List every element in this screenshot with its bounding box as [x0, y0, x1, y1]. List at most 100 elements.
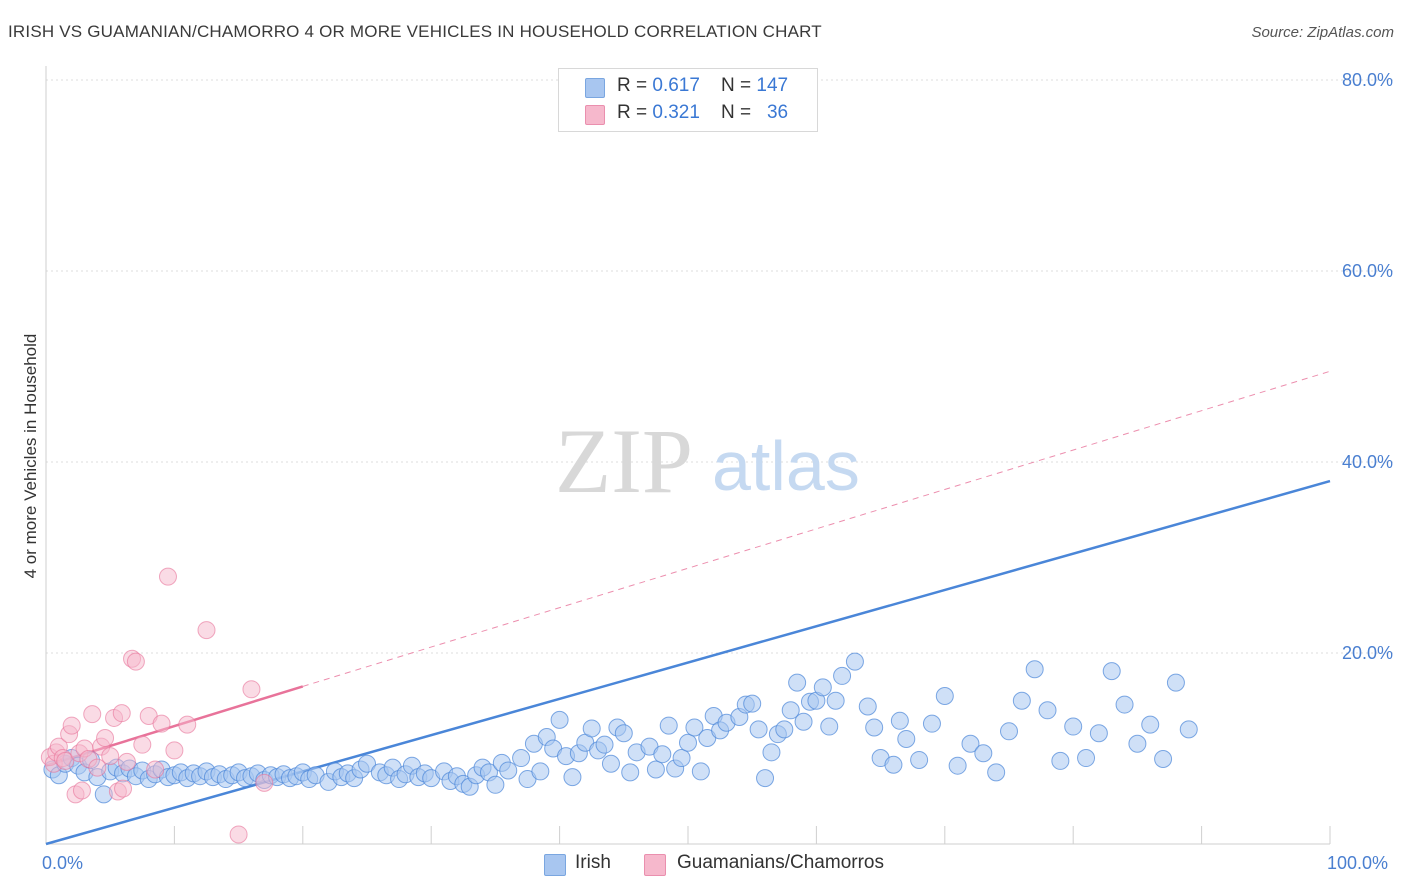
data-point-irish — [1154, 750, 1173, 769]
data-point-guam — [112, 704, 131, 723]
data-point-irish — [679, 733, 697, 752]
y-tick-labels: 20.0% 40.0% 60.0% 80.0% — [1342, 70, 1393, 663]
data-point-irish — [1012, 691, 1031, 710]
data-point-irish — [1089, 724, 1108, 743]
data-point-irish — [775, 720, 794, 739]
data-point-irish — [582, 719, 601, 738]
y-tick-label: 40.0% — [1342, 452, 1393, 472]
data-point-irish — [987, 763, 1006, 782]
data-point-irish — [358, 754, 376, 773]
data-point-irish — [621, 763, 640, 782]
data-point-guam — [117, 752, 136, 771]
x-tick-label-min: 0.0% — [42, 853, 83, 873]
data-point-irish — [614, 724, 633, 743]
data-point-irish — [563, 768, 582, 787]
legend: R = 0.617 N = 147 R = 0.321 N = 36 — [558, 68, 818, 132]
data-point-guam — [197, 621, 216, 640]
legend-swatch-irish — [585, 78, 605, 98]
data-point-guam — [56, 751, 75, 770]
legend-n-label: N = — [721, 102, 757, 123]
data-point-guam — [158, 567, 177, 586]
bottom-legend-swatch-guam — [644, 854, 666, 876]
chart-source: Source: ZipAtlas.com — [1251, 24, 1394, 41]
legend-r-value: 0.321 — [652, 102, 700, 123]
legend-n-label: N = — [721, 75, 757, 96]
data-point-irish — [974, 744, 993, 763]
points-irish — [43, 652, 1198, 804]
legend-n-value: 147 — [756, 75, 789, 96]
legend-r-label: R = — [617, 102, 653, 123]
data-point-irish — [781, 701, 800, 720]
data-point-irish — [845, 652, 864, 671]
data-point-irish — [1179, 720, 1198, 739]
data-point-irish — [1166, 673, 1185, 692]
data-point-guam — [101, 747, 120, 766]
data-point-guam — [83, 705, 102, 724]
data-point-irish — [762, 743, 781, 762]
y-axis-label: 4 or more Vehicles in Household — [21, 334, 40, 579]
data-point-irish — [512, 749, 531, 768]
y-tick-label: 20.0% — [1342, 643, 1393, 663]
data-point-guam — [165, 741, 184, 760]
trend-line-guam-extended — [302, 370, 1331, 687]
gridlines — [46, 79, 1394, 654]
data-point-irish — [820, 717, 839, 736]
points-guam — [40, 567, 274, 844]
data-point-irish — [749, 720, 768, 739]
data-point-guam — [72, 781, 91, 800]
data-point-guam — [242, 680, 261, 699]
data-point-irish — [1025, 660, 1044, 679]
data-point-irish — [646, 760, 665, 779]
watermark-zip: ZIP — [555, 410, 693, 512]
data-point-irish — [531, 762, 550, 781]
data-point-irish — [858, 697, 877, 716]
data-point-irish — [550, 710, 569, 729]
data-point-irish — [595, 735, 614, 754]
data-point-guam — [178, 715, 197, 734]
data-point-irish — [1064, 717, 1083, 736]
data-point-guam — [114, 779, 133, 798]
data-point-irish — [1115, 695, 1134, 714]
data-point-irish — [1077, 749, 1096, 768]
bottom-legend-label-irish: Irish — [575, 852, 611, 873]
data-point-guam — [229, 825, 248, 844]
legend-swatch-guam — [585, 105, 605, 125]
data-point-guam — [88, 758, 107, 777]
data-point-irish — [826, 691, 845, 710]
data-point-guam — [146, 760, 165, 779]
legend-r-label: R = — [617, 75, 653, 96]
data-point-irish — [910, 750, 929, 769]
data-point-irish — [743, 694, 762, 713]
data-point-guam — [126, 652, 145, 671]
x-axis — [45, 66, 1331, 845]
data-point-irish — [1141, 715, 1160, 734]
data-point-irish — [601, 754, 620, 773]
data-point-irish — [897, 729, 916, 748]
x-tick-label-max: 100.0% — [1327, 853, 1388, 873]
y-tick-label: 60.0% — [1342, 261, 1393, 281]
data-point-irish — [865, 718, 884, 737]
data-point-guam — [255, 773, 274, 792]
y-tick-label: 80.0% — [1342, 70, 1393, 90]
bottom-legend-label-guam: Guamanians/Chamorros — [677, 852, 884, 873]
data-point-irish — [1000, 722, 1018, 741]
data-point-guam — [152, 714, 171, 733]
data-point-irish — [813, 678, 832, 697]
data-point-irish — [1051, 751, 1070, 770]
watermark-atlas: atlas — [712, 427, 860, 505]
data-point-irish — [1038, 701, 1057, 720]
data-point-irish — [948, 756, 967, 775]
data-point-irish — [672, 749, 691, 768]
data-point-irish — [1128, 734, 1147, 753]
data-point-irish — [922, 714, 941, 733]
trend-line-irish — [45, 479, 1331, 846]
data-point-irish — [961, 734, 980, 753]
data-point-irish — [884, 755, 903, 774]
data-point-guam — [96, 728, 115, 747]
data-point-irish — [890, 711, 909, 730]
data-point-guam — [133, 735, 152, 754]
watermark: ZIP atlas — [555, 410, 860, 512]
data-point-irish — [685, 718, 704, 737]
data-point-irish — [486, 775, 505, 794]
